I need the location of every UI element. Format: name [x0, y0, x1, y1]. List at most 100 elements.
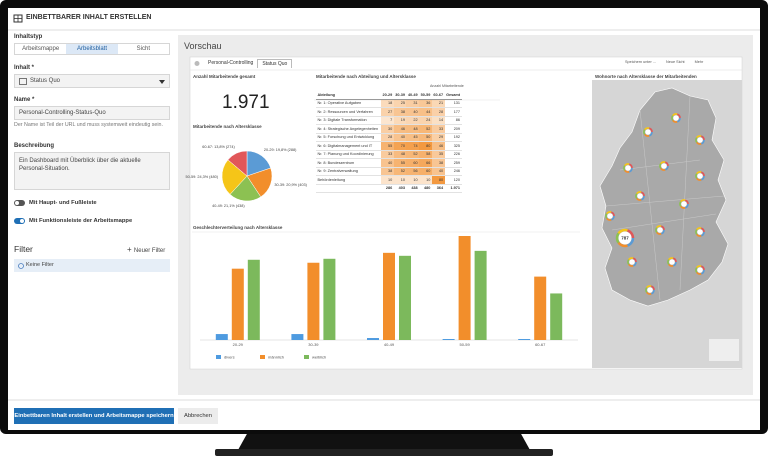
table-cell: 480 [419, 184, 432, 193]
table-row: Nr. 2: Ressourcen und Verfahren 27 38 40 44 2… [316, 107, 462, 117]
table-cell: 40 [381, 158, 394, 168]
table-cell: 60 [406, 158, 420, 168]
column-header: 40-49 [406, 91, 420, 100]
toggle-knob [20, 219, 24, 223]
toolbar-button[interactable]: Mehr [694, 60, 704, 64]
input-value: Personal-Controlling-Status-Quo [19, 110, 106, 116]
table-cell: 38 [393, 107, 407, 117]
table-cell: 52 [393, 167, 407, 176]
table-cell: Nr. 7: Planung und Koordinierung [316, 150, 381, 159]
dropdown-value: Status Quo [30, 78, 61, 84]
cancel-button[interactable]: Abbrechen [178, 408, 218, 424]
table-cell: 27 [381, 107, 394, 117]
table-row: Nr. 9: Zentralverwaltung 38 52 56 60 40 246 [316, 167, 462, 176]
table-cell: 177 [444, 107, 462, 117]
table-cell: 33 [431, 124, 445, 134]
table-cell: 50 [419, 133, 432, 142]
filter-list: Keine Filter [14, 259, 170, 272]
home-icon [194, 61, 200, 66]
toolbar: Speichern unter ... Neue Sicht Mehr [620, 60, 708, 64]
table-cell: 403 [393, 184, 407, 193]
table-row: Behördenleitung 10 10 10 10 80 120 [316, 175, 462, 185]
table-row: Nr. 8: Bundeszentrum 40 55 60 66 38 259 [316, 158, 462, 168]
table-cell: 10 [406, 175, 420, 185]
table-cell: 80 [431, 175, 445, 185]
preview-title: Vorschau [184, 41, 222, 51]
toolbar-button[interactable]: Neue Sicht [666, 60, 685, 64]
table-cell: 28 [381, 133, 394, 142]
panel-title: Anzahl Mitarbeitende gesamt [193, 74, 256, 79]
dialog-title: EINBETTBARER INHALT ERSTELLEN [26, 14, 152, 21]
sheet-tabs: Personal-Controlling Status Quo [204, 59, 293, 68]
table-cell: 74 [406, 141, 420, 151]
new-filter-label: Neuer Filter [133, 248, 166, 254]
label: Inhalt * [14, 65, 35, 71]
table-cell: 25 [393, 99, 407, 108]
segment[interactable]: Arbeitsblatt [66, 44, 118, 54]
table-cell: 46 [431, 141, 445, 151]
panel-title: Geschlechterverteilung nach Altersklasse [193, 225, 283, 230]
table-cell: 55 [381, 141, 394, 151]
table-cell: 46 [393, 124, 407, 134]
table-cell: 29 [431, 133, 445, 142]
column-header: 60-67 [431, 91, 445, 100]
primary-button[interactable]: Einbettbaren Inhalt erstellen und Arbeit… [14, 408, 174, 424]
column-header: Gesamt [444, 91, 462, 100]
map-controls [709, 339, 739, 361]
table-cell: 48 [393, 150, 407, 159]
table-cell: 22 [406, 116, 420, 125]
filter-title: Filter [14, 244, 33, 254]
table-cell: 86 [444, 116, 462, 125]
table-cell: 40 [431, 167, 445, 176]
text-input[interactable]: Personal-Controlling-Status-Quo [14, 106, 170, 120]
toggle-knob [15, 201, 19, 205]
sheet-tab[interactable]: Personal-Controlling [208, 60, 254, 66]
column-header: 20-29 [381, 91, 394, 100]
table-cell: 38 [381, 167, 394, 176]
dropdown[interactable]: Status Quo [14, 74, 170, 88]
panel-title: Mitarbeitende nach Altersklasse [193, 124, 262, 129]
toolbar-button[interactable]: Speichern unter ... [625, 60, 657, 64]
label: Inhaltstyp [14, 34, 43, 40]
table-cell: 325 [444, 141, 462, 151]
table-cell: 60 [419, 167, 432, 176]
table-cell: 48 [406, 124, 420, 134]
table-row: Nr. 6: Digitalmanagement und IT 55 70 74 80 4… [316, 141, 462, 151]
table-cell: 44 [419, 107, 432, 117]
table-cell: 1.971 [444, 184, 462, 193]
table-cell: 21 [431, 99, 445, 108]
table-cell: 52 [406, 150, 420, 159]
table-cell: 120 [444, 175, 462, 185]
toggle[interactable] [14, 200, 25, 206]
monitor-base [215, 449, 553, 456]
textarea[interactable]: Ein Dashboard mit Überblick über die akt… [14, 152, 170, 190]
table-cell: 52 [419, 124, 432, 134]
table-cell: 259 [444, 158, 462, 168]
table-cell: 209 [444, 124, 462, 134]
info-icon [18, 262, 24, 269]
table-cell: 66 [419, 158, 432, 168]
table-cell: 38 [431, 158, 445, 168]
table-cell: 364 [431, 184, 445, 193]
segment[interactable]: Sicht [117, 44, 169, 54]
column-header: Abteilung [316, 91, 381, 100]
table-cell: 246 [444, 167, 462, 176]
table-cell: 31 [406, 99, 420, 108]
table-cell: 19 [393, 116, 407, 125]
table-row: Nr. 5: Forschung und Entwicklung 28 40 45 50… [316, 133, 462, 142]
table-cell: 10 [381, 175, 394, 185]
table-container: Abteilung 20-29 30-39 40-49 50-59 60-67 Gesamt… [316, 91, 462, 193]
new-filter-button[interactable]: + Neuer Filter [127, 245, 165, 254]
table-cell [316, 184, 381, 193]
segment[interactable]: Arbeitsmappe [15, 44, 67, 54]
table-cell: Behördenleitung [316, 175, 381, 185]
panel-title: Wohnorte nach Altersklasse der Mitarbeit… [595, 74, 697, 79]
sheet-tab[interactable]: Status Quo [257, 59, 293, 68]
table-cell: Nr. 4: Strategische Angelegenheiten [316, 124, 381, 134]
toggle[interactable] [14, 218, 25, 224]
table-cell: 58 [419, 150, 432, 159]
column-header: 30-39 [393, 91, 407, 100]
label: Name * [14, 97, 35, 103]
